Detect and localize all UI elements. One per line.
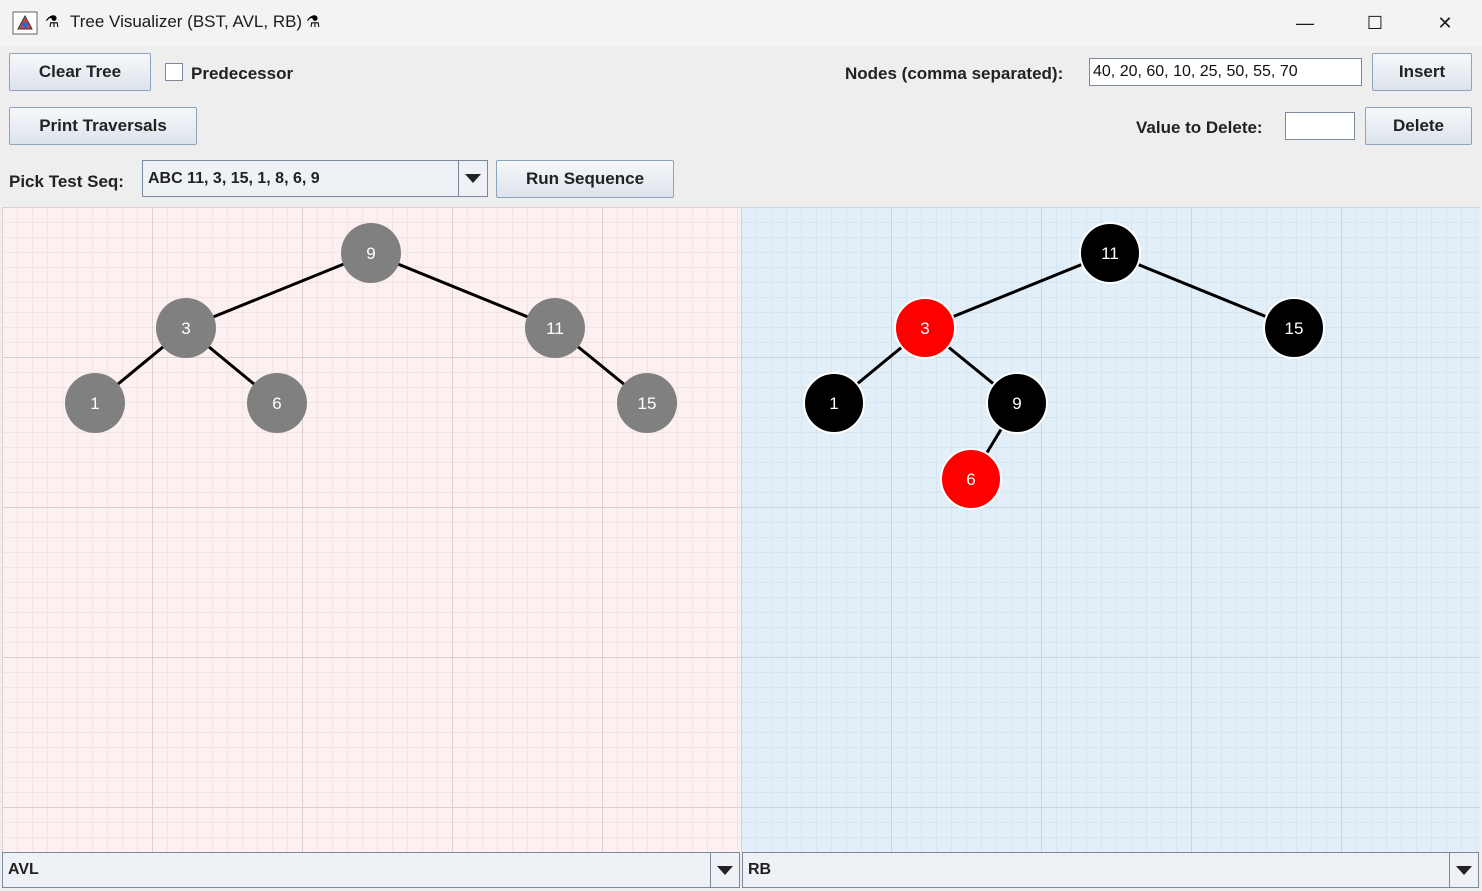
minimize-button[interactable]: — bbox=[1296, 12, 1314, 33]
tree-edge bbox=[1109, 251, 1295, 330]
avl-node-15[interactable] bbox=[617, 373, 677, 433]
test-sequence-value: ABC 11, 3, 15, 1, 8, 6, 9 bbox=[148, 169, 320, 187]
run-sequence-button[interactable]: Run Sequence bbox=[496, 160, 674, 198]
avl-node-11[interactable] bbox=[525, 298, 585, 358]
avl-node-6[interactable] bbox=[247, 373, 307, 433]
right-tree-type-value: RB bbox=[748, 861, 772, 878]
rb-tree-svg: 11 3 15 1 9 6 bbox=[803, 222, 1325, 510]
avl-tree-svg: 93 111 6 15 bbox=[65, 223, 677, 433]
rb-node-15[interactable] bbox=[1263, 297, 1325, 359]
maximize-button[interactable]: ☐ bbox=[1366, 12, 1384, 33]
rb-node-11[interactable] bbox=[1079, 222, 1141, 284]
java-app-icon bbox=[12, 11, 38, 35]
avl-node-label: 6 bbox=[272, 394, 281, 413]
clear-tree-button[interactable]: Clear Tree bbox=[9, 53, 151, 91]
rb-tree-canvas: 11 3 15 1 9 6 bbox=[741, 207, 1480, 852]
avl-node-3[interactable] bbox=[156, 298, 216, 358]
rb-node-label: 9 bbox=[1012, 394, 1021, 413]
flask-icon: ⚗ bbox=[45, 14, 60, 31]
nodes-input[interactable]: 40, 20, 60, 10, 25, 50, 55, 70 bbox=[1089, 58, 1362, 86]
avl-node-label: 3 bbox=[181, 319, 190, 338]
rb-node-6[interactable] bbox=[940, 448, 1002, 510]
print-traversals-button[interactable]: Print Traversals bbox=[9, 107, 197, 145]
close-button[interactable]: ✕ bbox=[1437, 12, 1453, 33]
title-bar: ⚗ Tree Visualizer (BST, AVL, RB) ⚗ — ☐ ✕ bbox=[0, 0, 1482, 46]
avl-node-1[interactable] bbox=[65, 373, 125, 433]
avl-node-9[interactable] bbox=[341, 223, 401, 283]
rb-node-label: 11 bbox=[1101, 244, 1119, 263]
test-sequence-dropdown[interactable]: ABC 11, 3, 15, 1, 8, 6, 9 bbox=[142, 160, 488, 197]
chevron-down-icon[interactable] bbox=[710, 853, 739, 887]
rb-node-1[interactable] bbox=[803, 372, 865, 434]
rb-node-label: 6 bbox=[966, 470, 975, 489]
tree-edge bbox=[370, 251, 556, 330]
nodes-label: Nodes (comma separated): bbox=[845, 64, 1064, 83]
rb-node-3[interactable] bbox=[894, 297, 956, 359]
window-title: Tree Visualizer (BST, AVL, RB) bbox=[70, 12, 303, 31]
left-tree-type-value: AVL bbox=[8, 861, 39, 878]
avl-node-label: 1 bbox=[90, 394, 99, 413]
avl-node-label: 9 bbox=[366, 244, 375, 263]
predecessor-checkbox[interactable] bbox=[165, 63, 183, 81]
tree-edge bbox=[185, 251, 372, 330]
left-tree-type-dropdown[interactable]: AVL bbox=[2, 852, 740, 888]
rb-node-label: 1 bbox=[829, 394, 838, 413]
delete-value-input[interactable] bbox=[1285, 112, 1355, 140]
chevron-down-icon[interactable] bbox=[458, 161, 487, 196]
tree-edge bbox=[924, 251, 1111, 330]
pick-test-seq-label: Pick Test Seq: bbox=[9, 172, 124, 191]
rb-node-9[interactable] bbox=[986, 372, 1048, 434]
delete-label: Value to Delete: bbox=[1136, 118, 1263, 137]
flask-icon: ⚗ bbox=[306, 14, 321, 31]
rb-node-label: 3 bbox=[920, 319, 929, 338]
predecessor-label: Predecessor bbox=[191, 64, 294, 83]
avl-node-label: 11 bbox=[546, 319, 564, 338]
chevron-down-icon[interactable] bbox=[1449, 853, 1478, 887]
rb-node-label: 15 bbox=[1285, 319, 1304, 338]
right-tree-type-dropdown[interactable]: RB bbox=[742, 852, 1479, 888]
insert-button[interactable]: Insert bbox=[1372, 53, 1472, 91]
avl-node-label: 15 bbox=[638, 394, 657, 413]
delete-button[interactable]: Delete bbox=[1365, 107, 1472, 145]
avl-tree-canvas: 9 3 11 1 6 15 bbox=[2, 207, 741, 852]
